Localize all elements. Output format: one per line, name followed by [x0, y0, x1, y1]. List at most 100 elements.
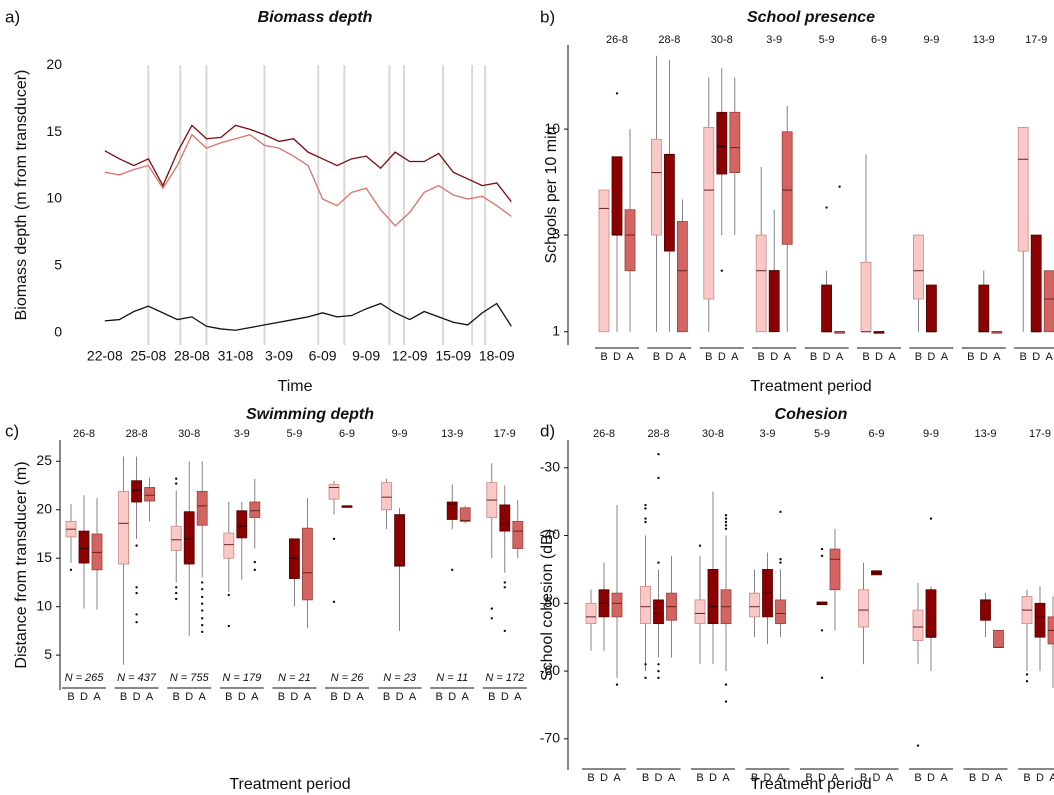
group-label: 26-8 — [593, 428, 615, 440]
period-label: A — [836, 351, 844, 363]
group-label: 30-8 — [178, 428, 200, 440]
outlier — [135, 586, 138, 589]
group-label: 13-9 — [974, 428, 996, 440]
box — [183, 511, 195, 565]
box — [781, 131, 793, 245]
box — [223, 532, 235, 559]
period-label: A — [514, 691, 522, 703]
x-axis-label: Treatment period — [750, 378, 871, 395]
period-label: D — [818, 772, 826, 784]
box — [926, 284, 937, 333]
box — [664, 154, 675, 252]
outlier — [201, 609, 204, 612]
outlier — [838, 185, 841, 188]
group-label: 9-9 — [923, 34, 939, 46]
outlier — [201, 623, 204, 627]
x-tick-label: 31-08 — [218, 348, 254, 364]
outlier — [724, 524, 728, 527]
period-label: A — [886, 772, 894, 784]
period-label: B — [173, 691, 180, 703]
outlier — [657, 663, 660, 666]
period-label: D — [764, 772, 772, 784]
panel-label: a) — [5, 7, 20, 26]
group-label: 5-9 — [819, 34, 835, 46]
period-label: D — [613, 351, 621, 363]
y-tick-label: 0 — [54, 324, 62, 340]
box — [598, 189, 610, 333]
group-label: 3-9 — [234, 428, 250, 440]
box — [131, 480, 143, 503]
period-label: D — [396, 691, 404, 703]
period-label: A — [251, 691, 259, 703]
outlier — [201, 581, 204, 584]
box — [749, 592, 760, 618]
outlier — [698, 544, 702, 547]
period-label: D — [823, 351, 831, 363]
y-tick-label: 15 — [36, 549, 52, 565]
outlier — [820, 629, 824, 632]
outlier — [201, 588, 204, 591]
group-label: 17-9 — [1029, 428, 1051, 440]
outlier — [615, 92, 619, 95]
outlier — [820, 676, 824, 680]
box — [716, 111, 728, 175]
period-label: A — [409, 691, 417, 703]
outlier — [657, 669, 660, 673]
box — [755, 234, 767, 333]
box — [144, 487, 156, 502]
outlier — [724, 683, 728, 686]
y-tick-label: 10 — [36, 597, 52, 613]
period-label: D — [655, 772, 663, 784]
group-label: 30-8 — [702, 428, 724, 440]
outlier — [644, 663, 647, 666]
n-label: N = 11 — [436, 672, 468, 684]
outlier — [253, 560, 256, 564]
box — [301, 527, 313, 601]
outlier — [724, 517, 728, 520]
period-label: A — [731, 351, 739, 363]
group-label: 13-9 — [973, 34, 995, 46]
period-label: B — [967, 351, 974, 363]
y-axis-label: Schools per 10 min — [543, 127, 560, 264]
period-label: A — [940, 772, 948, 784]
period-label: B — [67, 691, 74, 703]
outlier — [503, 629, 506, 633]
period-label: D — [501, 691, 509, 703]
group-label: 9-9 — [923, 428, 939, 440]
outlier — [175, 591, 178, 595]
period-label: A — [1046, 351, 1054, 363]
period-label: A — [993, 351, 1001, 363]
box — [394, 514, 406, 567]
outlier — [657, 561, 660, 564]
period-label: B — [653, 351, 660, 363]
outlier — [201, 602, 204, 605]
outlier — [644, 507, 647, 510]
box — [328, 484, 340, 500]
n-label: N = 265 — [65, 672, 105, 684]
group-label: 17-9 — [494, 428, 516, 440]
box — [860, 261, 872, 333]
box — [1017, 126, 1029, 252]
outlier — [657, 453, 660, 456]
outlier — [227, 624, 230, 628]
outlier — [724, 514, 728, 517]
outlier — [615, 683, 619, 686]
box — [236, 510, 248, 539]
period-label: B — [696, 772, 703, 784]
outlier — [657, 476, 660, 480]
x-axis-label: Treatment period — [750, 776, 871, 793]
outlier — [644, 520, 647, 524]
outlier — [820, 547, 824, 551]
period-label: B — [587, 772, 594, 784]
box — [775, 599, 786, 625]
period-label: D — [343, 691, 351, 703]
outlier — [1025, 680, 1029, 683]
y-tick-label: 25 — [36, 452, 52, 468]
outlier — [175, 477, 178, 480]
period-label: A — [888, 351, 896, 363]
group-label: 6-9 — [339, 428, 355, 440]
period-label: A — [462, 691, 470, 703]
period-label: D — [873, 772, 881, 784]
outlier — [135, 544, 138, 547]
